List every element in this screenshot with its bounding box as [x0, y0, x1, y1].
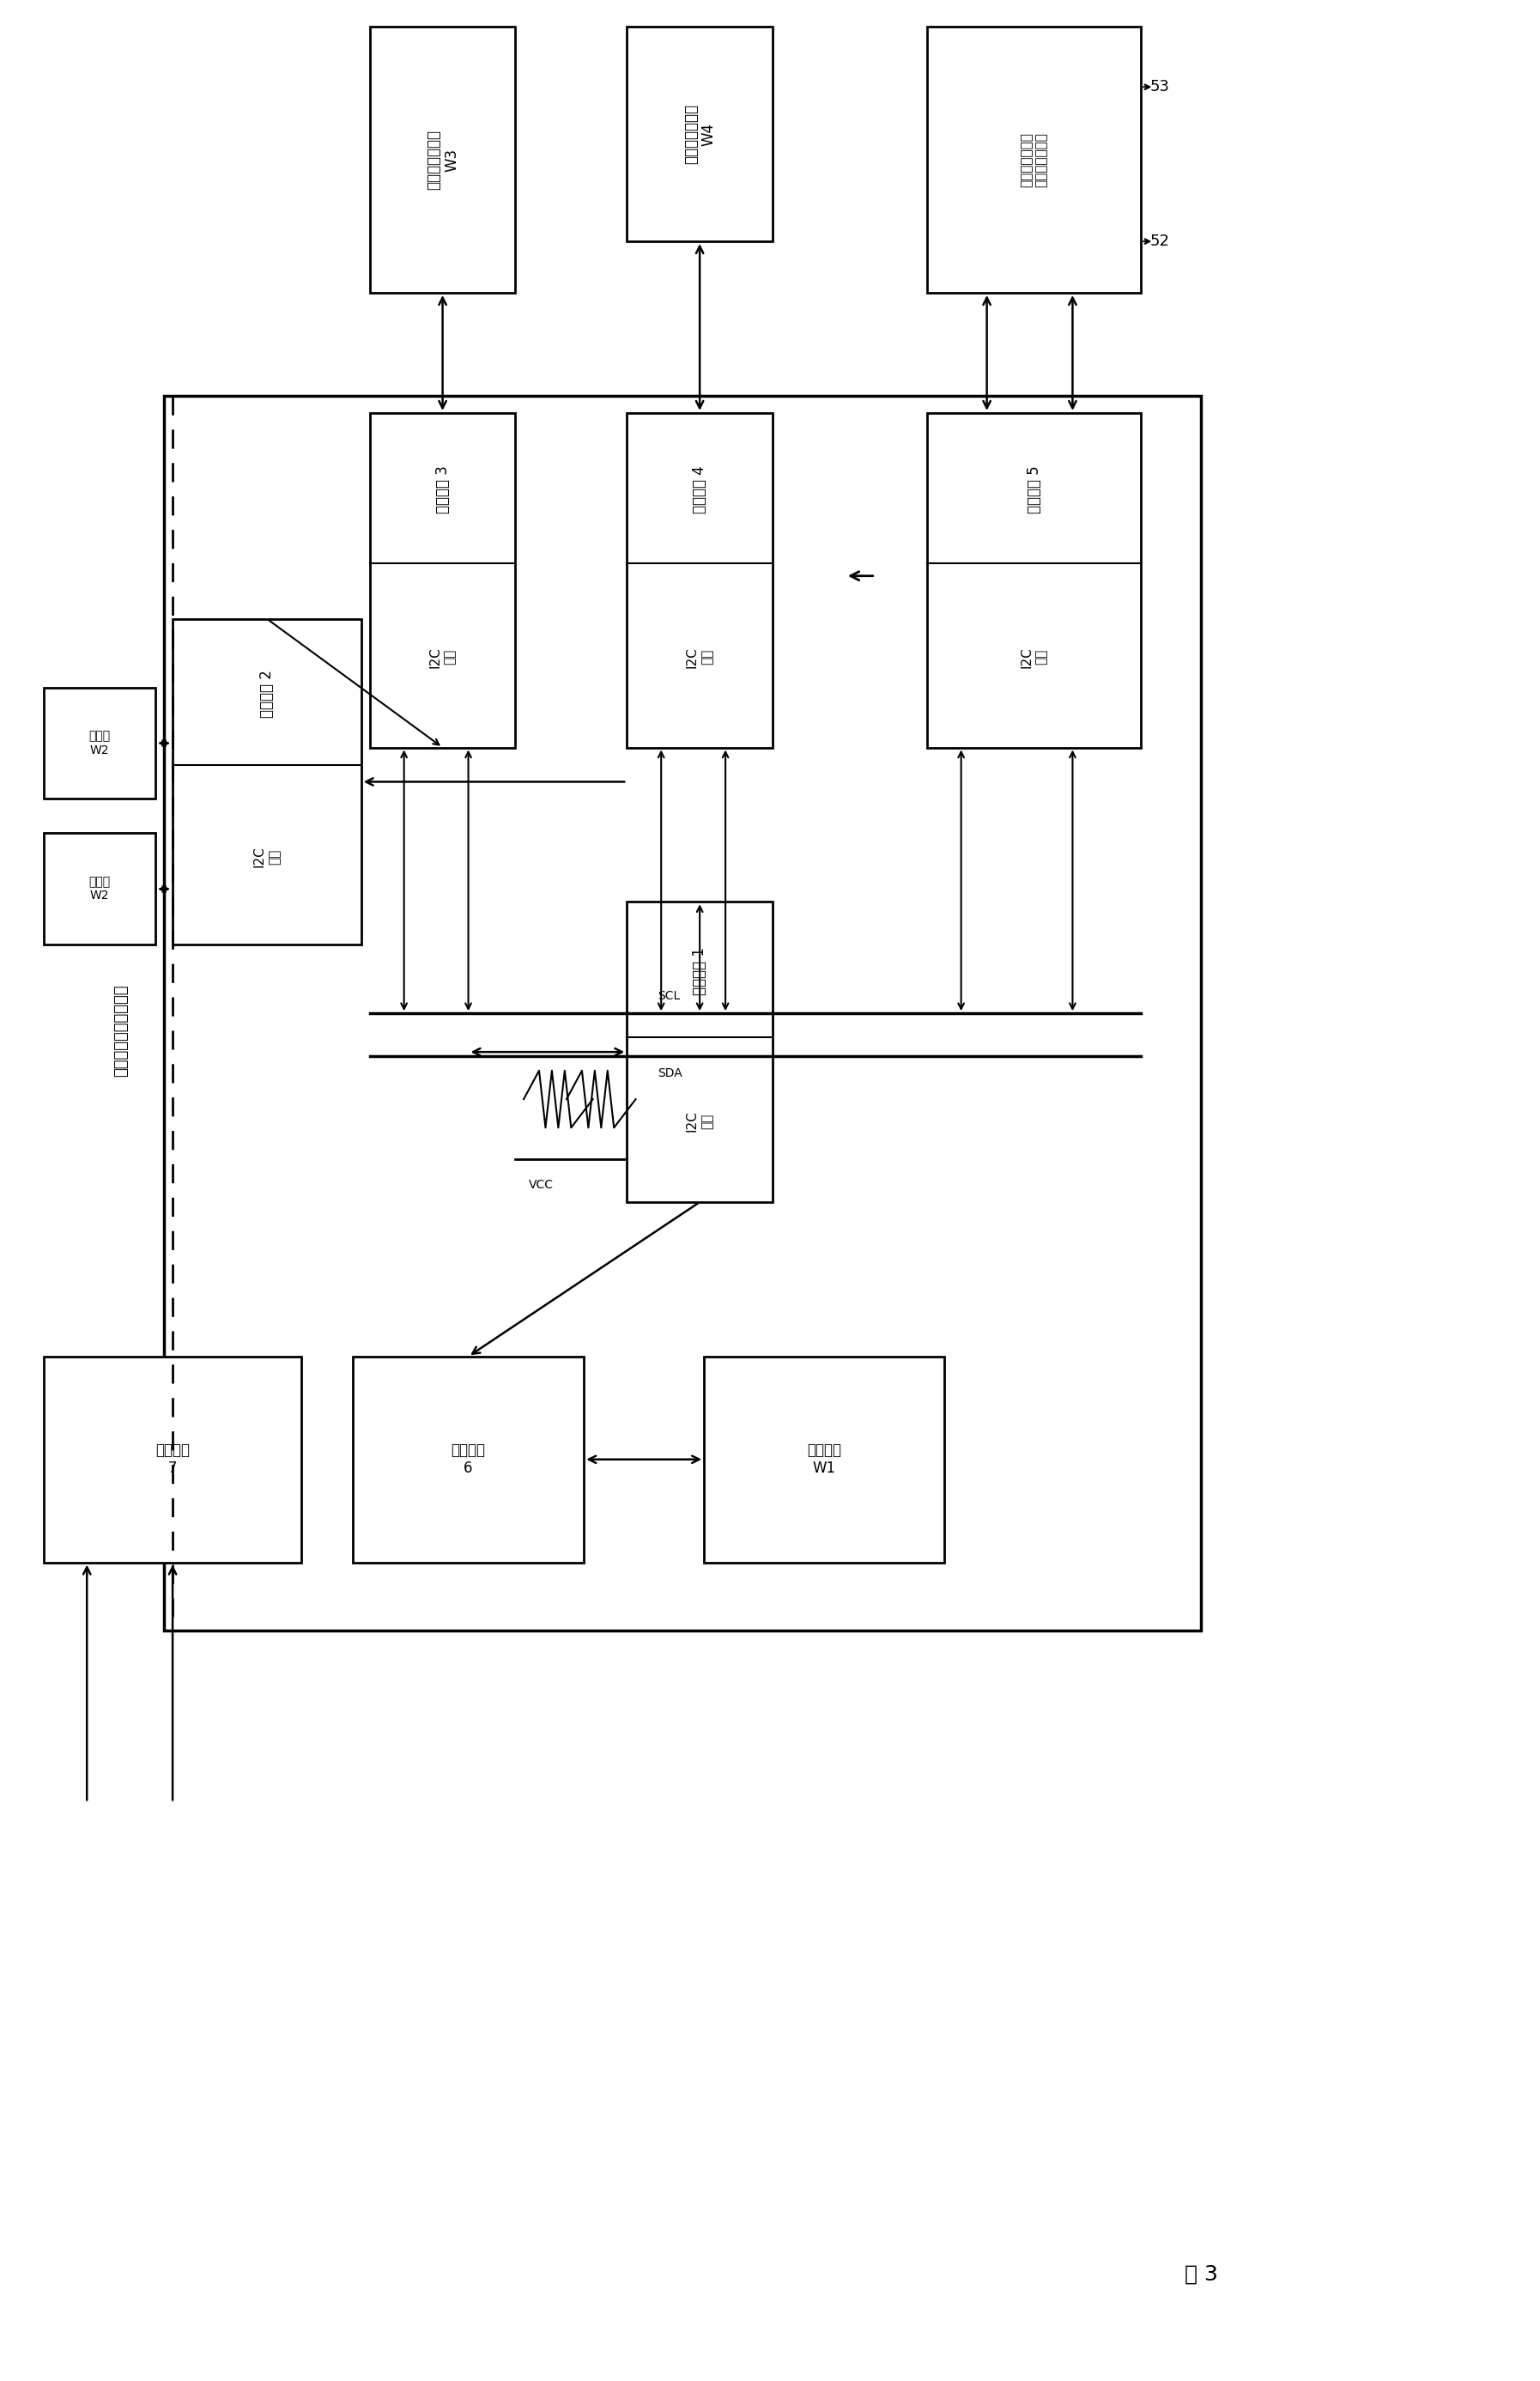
FancyBboxPatch shape: [704, 1357, 944, 1562]
Text: I2C
接口: I2C 接口: [1019, 648, 1047, 667]
FancyBboxPatch shape: [45, 833, 156, 945]
Text: 主控模块 1: 主控模块 1: [691, 948, 707, 995]
FancyBboxPatch shape: [172, 619, 362, 945]
FancyBboxPatch shape: [627, 902, 773, 1202]
Text: 电能表
W2: 电能表 W2: [89, 876, 111, 902]
FancyBboxPatch shape: [927, 412, 1141, 748]
Text: 外部开关量设备
W3: 外部开关量设备 W3: [427, 131, 459, 190]
FancyBboxPatch shape: [45, 1357, 302, 1562]
Text: VCC: VCC: [528, 1179, 553, 1190]
Text: 电能表
W2: 电能表 W2: [89, 731, 111, 757]
Text: 通信模块 4: 通信模块 4: [691, 467, 707, 514]
Text: 显示模块 5: 显示模块 5: [1026, 467, 1041, 514]
FancyBboxPatch shape: [370, 412, 516, 748]
Text: 外部键盘、状态
指示灯和显示器: 外部键盘、状态 指示灯和显示器: [1019, 133, 1047, 188]
Text: 图 3: 图 3: [1184, 2264, 1218, 2286]
Text: 虚线以外为终端外设备: 虚线以外为终端外设备: [114, 983, 129, 1076]
Text: SCL: SCL: [658, 990, 681, 1002]
Text: 电源模块
7: 电源模块 7: [156, 1443, 189, 1476]
Text: 53: 53: [1150, 79, 1169, 95]
FancyBboxPatch shape: [927, 26, 1141, 293]
Text: I2C
接口: I2C 接口: [428, 648, 456, 667]
Text: I2C
接口: I2C 接口: [253, 845, 280, 867]
Text: 外部设备开关量
W4: 外部设备开关量 W4: [684, 105, 716, 164]
Text: 通信模块
6: 通信模块 6: [451, 1443, 485, 1476]
FancyBboxPatch shape: [370, 26, 516, 293]
Text: 脉冲模块 3: 脉冲模块 3: [434, 467, 450, 514]
Text: 抄表模块 2: 抄表模块 2: [259, 669, 274, 717]
Text: SDA: SDA: [658, 1067, 682, 1079]
FancyBboxPatch shape: [353, 1357, 584, 1562]
FancyBboxPatch shape: [627, 26, 773, 240]
Text: I2C
接口: I2C 接口: [685, 648, 713, 667]
Text: 调度中心
W1: 调度中心 W1: [807, 1443, 841, 1476]
Text: I2C
接口: I2C 接口: [685, 1110, 713, 1131]
FancyBboxPatch shape: [45, 688, 156, 800]
Text: 52: 52: [1150, 233, 1169, 250]
FancyBboxPatch shape: [627, 412, 773, 748]
